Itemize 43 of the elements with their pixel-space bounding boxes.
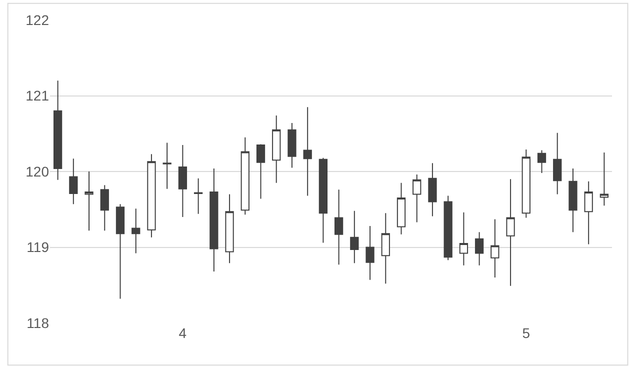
candlestick (412, 174, 422, 223)
candlestick (256, 144, 266, 200)
candlestick (553, 132, 562, 195)
candlestick (506, 178, 515, 286)
y-tick-label: 121 (26, 88, 50, 104)
candlestick (366, 226, 374, 280)
candlestick (522, 149, 530, 218)
y-tick-label: 119 (26, 239, 50, 256)
y-tick-label: 118 (26, 314, 50, 331)
candlestick (178, 144, 188, 218)
candlestick (303, 106, 312, 196)
candlestick (568, 168, 578, 233)
candlestick (288, 122, 296, 168)
candlestick (69, 158, 78, 205)
candlestick (100, 184, 109, 232)
candlestick (272, 114, 281, 184)
candlestick (600, 152, 609, 206)
candlestick (428, 162, 437, 217)
x-tick-label: 4 (178, 325, 187, 341)
candlestick (116, 204, 125, 300)
candlestick (132, 208, 140, 254)
candlestick (381, 212, 390, 284)
candlestick (334, 189, 344, 266)
candlestick (474, 232, 484, 266)
candlestick (537, 150, 546, 174)
candlestick (194, 178, 203, 214)
candlestick (444, 195, 452, 261)
candlestick (162, 142, 172, 190)
y-tick-label: 122 (26, 12, 50, 28)
candlestick (240, 136, 250, 216)
candlestick (459, 212, 468, 266)
candlestick (350, 210, 359, 264)
candlestick (490, 218, 500, 278)
candlestick (210, 168, 218, 272)
candlestick (396, 182, 406, 235)
candlestick (147, 154, 156, 238)
candlestick (53, 80, 62, 180)
candlestick (225, 194, 234, 264)
candlestick (318, 157, 328, 244)
candlestick (84, 171, 94, 232)
y-tick-label: 120 (26, 163, 50, 180)
x-tick-label: 5 (522, 325, 530, 341)
candlestick (584, 180, 593, 245)
